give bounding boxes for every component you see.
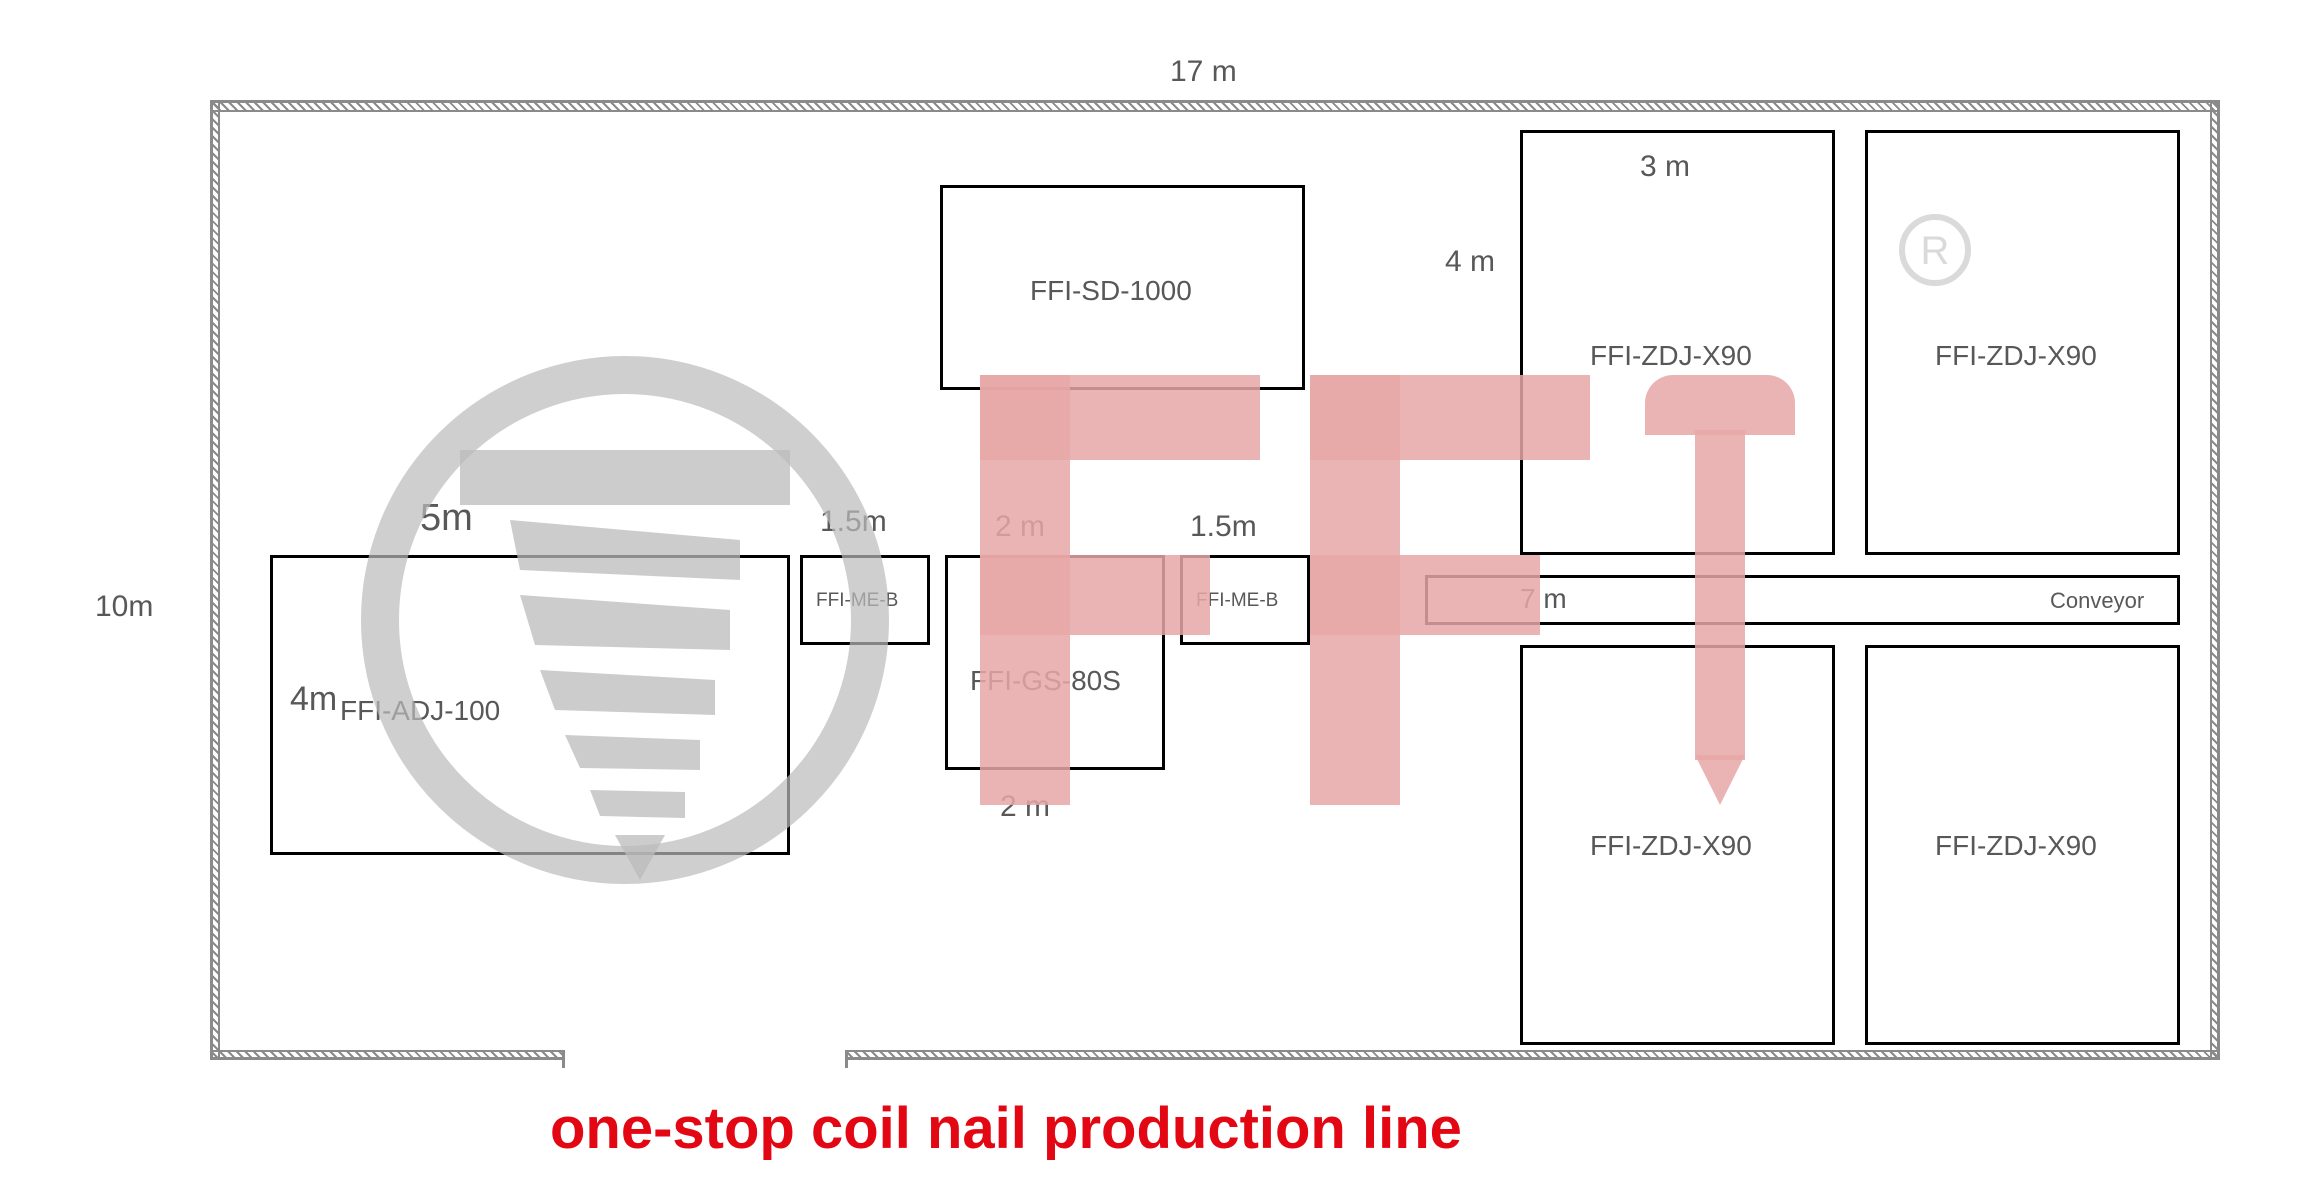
room-wall-br-line [845,1057,2220,1060]
machine-zdj4-label: FFI-ZDJ-X90 [1935,830,2097,862]
machine-gs80s-dimw: 2 m [995,510,1045,544]
room-wall-top-line2 [210,110,2220,112]
door-cap-right [845,1050,848,1068]
machine-gs80s-dimh: 2 m [1000,790,1050,824]
machine-meb1-dimw: 1.5m [820,505,887,539]
machine-meb2-label: FFI-ME-B [1196,590,1278,612]
machine-gs80s [945,555,1165,770]
diagram-canvas: R 17 m 10m FFI-ADJ-100 5m 4m FFI-ME-B 1.… [0,0,2300,1200]
room-wall-left-line2 [218,100,220,1060]
room-wall-left-line [210,100,213,1060]
machine-zdj2-label: FFI-ZDJ-X90 [1935,340,2097,372]
machine-sd1000-label: FFI-SD-1000 [1030,275,1192,307]
room-wall-right-line [2217,100,2220,1060]
machine-adj100-dimw: 5m [420,497,473,540]
machine-adj100-dimh: 4m [290,680,337,719]
door-cap-left [562,1050,565,1068]
machine-conveyor-label: Conveyor [2050,588,2144,614]
machine-zdj1-dimw: 3 m [1640,150,1690,184]
machine-adj100-label: FFI-ADJ-100 [340,695,500,727]
diagram-title: one-stop coil nail production line [550,1095,1462,1162]
room-wall-bl-line [210,1057,565,1060]
machine-conveyor-dimw: 7 m [1520,583,1567,615]
room-wall-top-line [210,100,2220,103]
machine-zdj3-label: FFI-ZDJ-X90 [1590,830,1752,862]
machine-meb1-label: FFI-ME-B [816,590,898,612]
room-wall-br-line2 [845,1050,2220,1052]
machine-gs80s-label: FFI-GS-80S [970,665,1121,697]
room-wall-right-line2 [2210,100,2212,1060]
machine-meb2-dimw: 1.5m [1190,510,1257,544]
machine-zdj1-label: FFI-ZDJ-X90 [1590,340,1752,372]
room-height-label: 10m [95,590,153,624]
machine-zdj1-dimh: 4 m [1445,245,1495,279]
room-wall-bl-line2 [210,1050,565,1052]
room-width-label: 17 m [1170,55,1237,89]
